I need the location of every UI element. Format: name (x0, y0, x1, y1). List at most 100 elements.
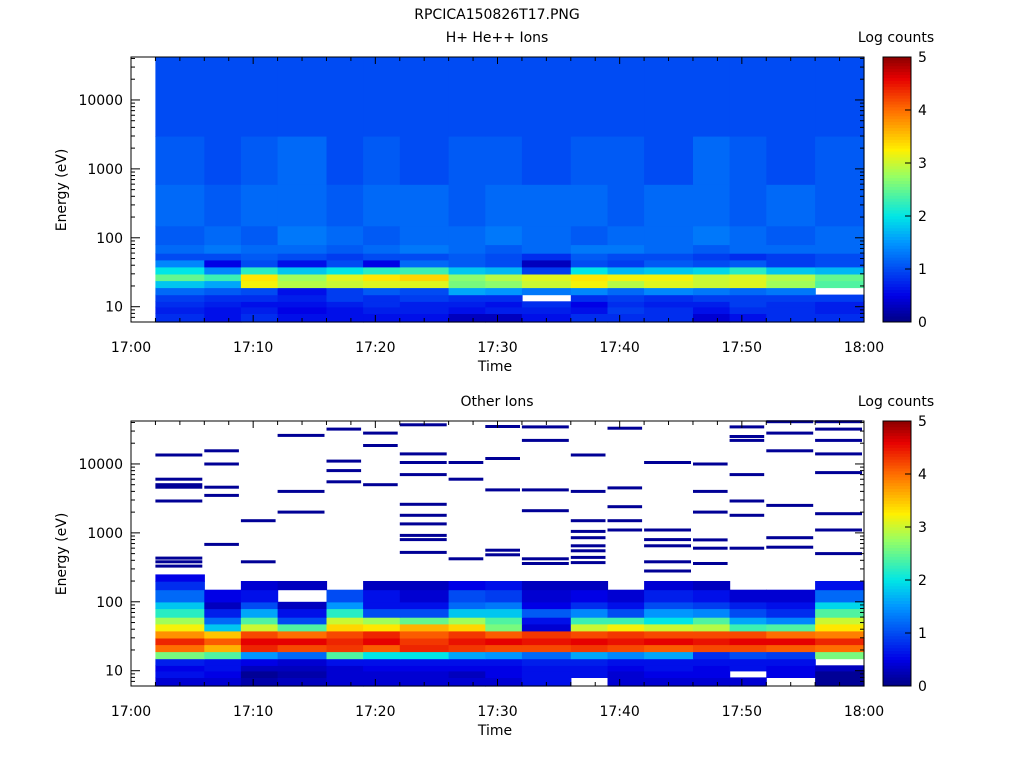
heatmap-cell (521, 644, 572, 653)
heatmap-cell (485, 623, 523, 632)
heatmap-cell (485, 630, 523, 639)
panel-title: Other Ions (460, 394, 533, 410)
heatmap-cell (448, 617, 486, 625)
heatmap-cell (448, 589, 486, 603)
axes-ticks: 17:00 17:10 17:20 17:30 17:40 17:50 18:00 10 100… (78, 57, 884, 356)
panel-other-ions: Other Ions 17:00 17:10 17:20 17:30 17:40 17:5… (54, 394, 934, 739)
event-mark (570, 544, 606, 548)
heatmap-cell (570, 287, 609, 296)
heatmap-cell (693, 623, 731, 632)
heatmap-cell (326, 630, 364, 639)
heatmap-cell (607, 259, 645, 268)
colorbar-swatch (883, 239, 911, 243)
event-mark (204, 462, 239, 466)
colorbar-swatch (883, 535, 911, 540)
colorbar-swatch (883, 538, 911, 543)
heatmap-cell (363, 623, 401, 632)
colorbar-swatch (883, 574, 911, 578)
event-mark (570, 555, 606, 559)
heatmap-cell (570, 617, 609, 625)
event-mark (326, 459, 362, 463)
heatmap-cell (570, 294, 609, 302)
heatmap-cell (326, 294, 364, 302)
heatmap-cell (693, 313, 731, 323)
colorbar-tick-label: 1 (918, 626, 927, 642)
heatmap-cell (326, 665, 364, 672)
colorbar-swatch (883, 251, 911, 255)
heatmap-cell (240, 637, 279, 646)
colorbar-label: Log counts (858, 394, 934, 410)
heatmap-cell (485, 259, 523, 268)
event-mark (399, 513, 447, 517)
heatmap-cell (693, 280, 731, 289)
heatmap-cell (448, 658, 486, 666)
colorbar-swatch (883, 635, 911, 640)
colorbar-swatch (883, 456, 911, 460)
heatmap-cell (607, 670, 645, 678)
heatmap-cell (448, 184, 486, 227)
heatmap-cell (363, 294, 401, 302)
colorbar-swatch (883, 444, 911, 448)
heatmap-cell (693, 244, 731, 254)
heatmap-cell (204, 253, 242, 261)
heatmap-cell (448, 665, 486, 672)
event-mark (155, 499, 203, 503)
heatmap-cell (363, 280, 401, 289)
colorbar-tick-label: 3 (918, 156, 927, 172)
colorbar-swatch (883, 80, 911, 84)
colorbar-swatch (883, 68, 911, 73)
event-mark (521, 438, 569, 442)
event-mark (448, 477, 484, 481)
x-tick-label: 17:40 (599, 340, 639, 356)
heatmap-cell (766, 253, 816, 261)
heatmap-cell (240, 644, 279, 653)
heatmap-cell (766, 630, 816, 639)
heatmap-cell (521, 306, 572, 314)
heatmap-cell (644, 589, 694, 603)
heatmap-cell (644, 670, 694, 678)
colorbar-swatch (883, 313, 911, 317)
heatmap-cell (570, 306, 609, 314)
colorbar-swatch (883, 518, 911, 522)
heatmap-cell (607, 589, 645, 603)
event-mark (570, 529, 606, 533)
heatmap-cell (399, 644, 450, 653)
heatmap-cell (204, 601, 242, 610)
colorbar-swatch (883, 650, 911, 655)
colorbar-swatch (883, 242, 911, 246)
heatmap-cell (240, 301, 279, 308)
colorbar-swatch (883, 680, 911, 684)
event-mark (815, 438, 862, 442)
x-tick-label: 18:00 (844, 340, 884, 356)
event-mark (607, 505, 643, 509)
heatmap-cell (240, 677, 279, 687)
event-mark (815, 452, 862, 456)
event-mark (448, 461, 484, 464)
heatmap-cell (448, 651, 486, 660)
heatmap-cell (240, 184, 279, 227)
colorbar-swatch (883, 465, 911, 469)
heatmap-cell (815, 608, 865, 618)
heatmap-cell (363, 601, 401, 610)
heatmap-cell (204, 273, 242, 282)
heatmap-cell (155, 574, 205, 582)
colorbar-swatch (883, 618, 911, 622)
event-mark (729, 435, 765, 438)
heatmap-cell (363, 644, 401, 653)
x-tick-label: 17:30 (477, 704, 517, 720)
heatmap-cell (607, 637, 645, 646)
heatmap-cell (485, 273, 523, 282)
heatmap-cell (155, 617, 205, 625)
heatmap-cell (521, 617, 572, 625)
heatmap-cell (570, 589, 609, 603)
colorbar-swatch (883, 177, 911, 182)
heatmap-cell (766, 589, 816, 603)
event-mark (204, 542, 239, 546)
heatmap-cell (485, 581, 523, 591)
heatmap-cell (277, 253, 328, 261)
heatmap-cell (448, 623, 486, 632)
heatmap-cell (485, 294, 523, 302)
heatmap-cell (521, 608, 572, 618)
heatmap-cell (570, 266, 609, 275)
event-mark (277, 510, 325, 514)
